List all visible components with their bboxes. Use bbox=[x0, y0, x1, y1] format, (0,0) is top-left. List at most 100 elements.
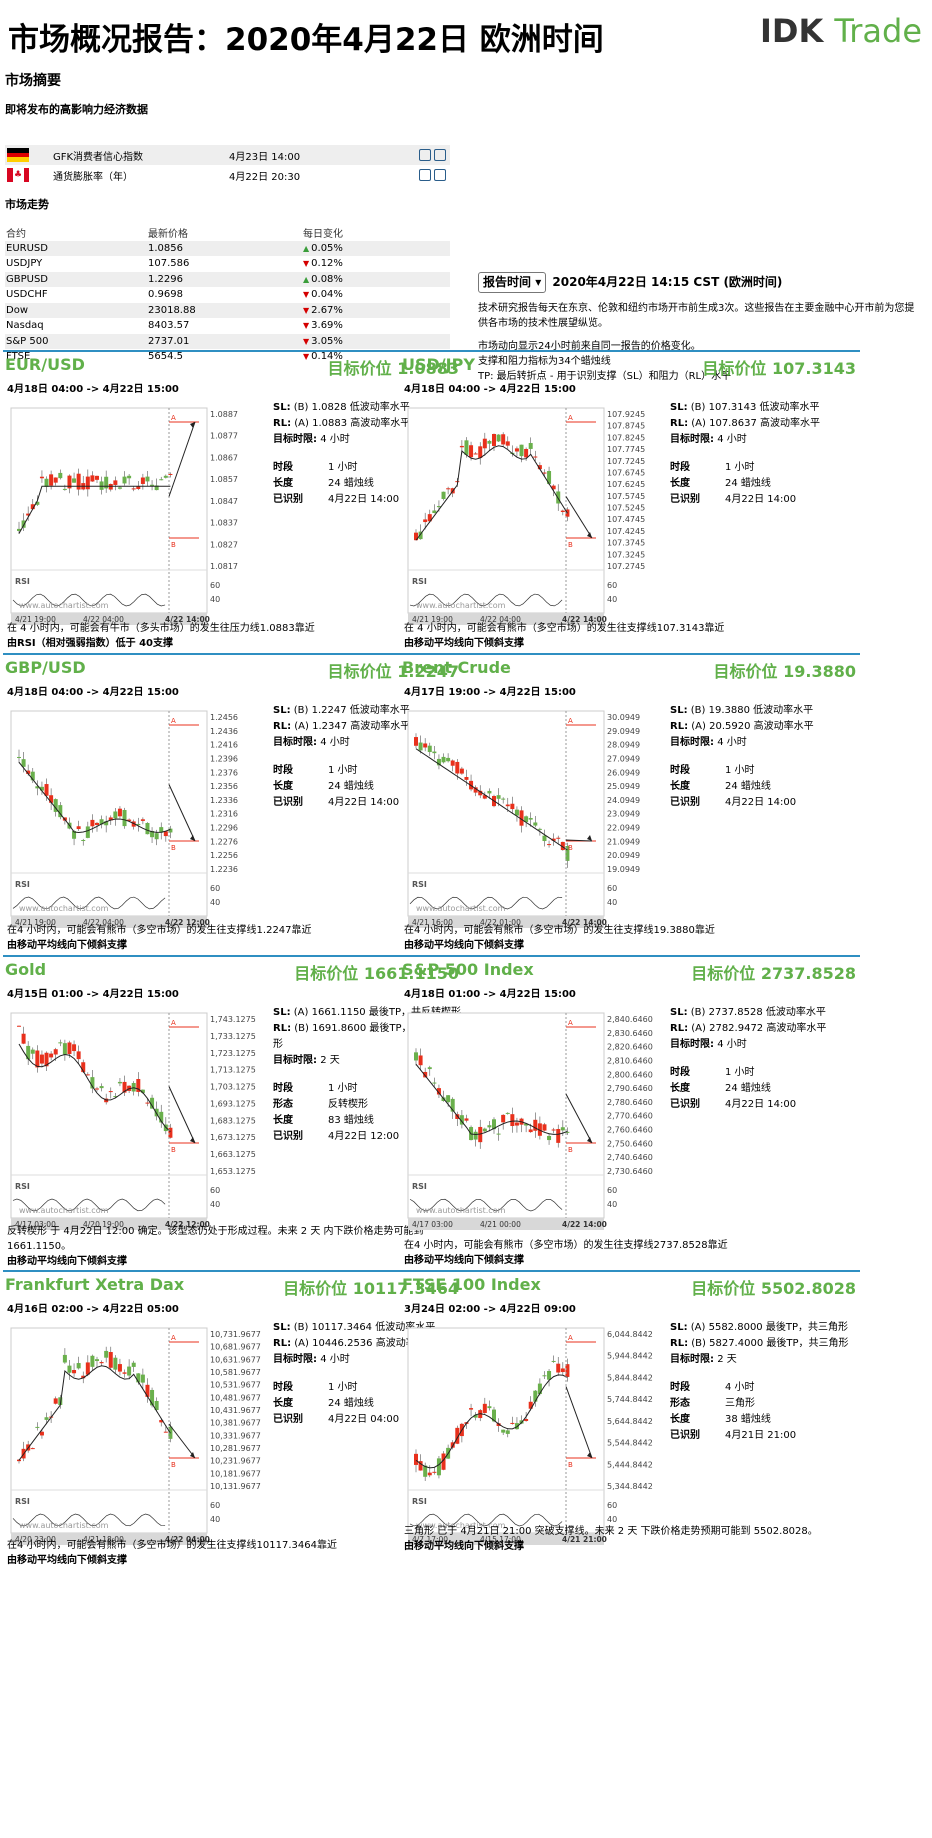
market-col-header: 合约 bbox=[6, 229, 26, 241]
x-tick-label: 4/22 04:00 bbox=[83, 615, 124, 624]
rsi-label: RSI bbox=[15, 577, 30, 586]
sl-label: SL: bbox=[670, 402, 688, 413]
candle-body bbox=[482, 438, 487, 449]
instrument-name[interactable]: Gold bbox=[5, 960, 47, 979]
instrument-name[interactable]: EUR/USD bbox=[5, 355, 85, 374]
rl-label: RL: bbox=[273, 418, 292, 429]
level-b-label: B bbox=[171, 844, 176, 852]
market-row[interactable]: USDCHF 0.9698 0.04% bbox=[5, 287, 450, 303]
y-tick-label: 24.0949 bbox=[607, 796, 640, 805]
y-tick-label: 5,344.8442 bbox=[607, 1482, 653, 1491]
calendar-add-icon[interactable] bbox=[434, 149, 446, 161]
rl-value: (A) 2782.9472 高波动率水平 bbox=[691, 1023, 827, 1034]
market-row[interactable]: S&P 500 2737.01 3.05% bbox=[5, 333, 450, 349]
x-axis-bar bbox=[408, 613, 604, 625]
candle-body bbox=[551, 485, 556, 490]
candle-body bbox=[414, 532, 418, 541]
candle-body bbox=[519, 444, 524, 457]
moving-average-line bbox=[415, 1374, 568, 1469]
y-tick-label: 2,770.6460 bbox=[607, 1112, 653, 1121]
market-row[interactable]: USDJPY 107.586 0.12% bbox=[5, 256, 450, 272]
candle-body bbox=[533, 456, 538, 458]
market-row[interactable]: Dow 23018.88 2.67% bbox=[5, 302, 450, 318]
price-chart[interactable]: 10,731.9677 10,681.9677 10,631.9677 10,581.… bbox=[7, 1320, 277, 1580]
moving-average-line bbox=[415, 445, 568, 541]
calendar-add-icon[interactable] bbox=[434, 169, 446, 181]
price-chart[interactable]: 1.0887 1.0877 1.0867 1.0857 1.0847 1.0837 1.08… bbox=[7, 400, 277, 660]
price-chart[interactable]: 6,044.8442 5,944.8442 5,844.8442 5,744.8442… bbox=[404, 1320, 674, 1580]
candle-body bbox=[122, 810, 127, 827]
chart-period: 4月18日 04:00 -> 4月22日 15:00 bbox=[7, 687, 179, 698]
y-tick-label: 107.8745 bbox=[607, 422, 645, 431]
price-chart[interactable]: 1,743.1275 1,733.1275 1,723.1275 1,713.1275… bbox=[7, 1005, 277, 1265]
market-price: 1.2296 bbox=[148, 273, 183, 285]
y-tick-label: 19.0949 bbox=[607, 865, 640, 874]
candle-body bbox=[487, 790, 492, 794]
instrument-name[interactable]: USD/JPY bbox=[402, 355, 475, 374]
candle-body bbox=[154, 1400, 159, 1411]
calendar-icon[interactable] bbox=[419, 149, 431, 161]
instrument-name[interactable]: FTSE 100 Index bbox=[402, 1275, 541, 1294]
info-value: 1 小时 bbox=[328, 1382, 358, 1393]
info-key: 长度 bbox=[273, 781, 293, 792]
report-time-dropdown[interactable]: 报告时间 ▾ bbox=[478, 272, 547, 293]
market-row[interactable]: EURUSD 1.0856 0.05% bbox=[5, 240, 450, 256]
summary-support: 由移动平均线向下倾斜支撑 bbox=[7, 1555, 127, 1566]
instrument-name[interactable]: S&P 500 Index bbox=[402, 960, 534, 979]
y-tick-label: 5,844.8442 bbox=[607, 1373, 653, 1382]
candle-body bbox=[510, 1114, 515, 1127]
sl-label: SL: bbox=[273, 705, 291, 716]
candle-body bbox=[551, 838, 556, 841]
info-value: 三角形 bbox=[725, 1398, 755, 1409]
candle-body bbox=[35, 1426, 40, 1428]
candle-body bbox=[168, 1127, 173, 1138]
info-key: 已识别 bbox=[670, 1430, 700, 1441]
market-row[interactable]: GBPUSD 1.2296 0.08% bbox=[5, 271, 450, 287]
info-key: 已识别 bbox=[273, 1131, 303, 1142]
market-row[interactable]: FTSE 5654.5 0.14% bbox=[5, 349, 450, 365]
watermark: www.autochartist.com bbox=[19, 601, 109, 610]
instrument-name[interactable]: GBP/USD bbox=[5, 658, 86, 677]
candle-body bbox=[95, 1359, 99, 1362]
price-chart[interactable]: 2,840.6460 2,830.6460 2,820.6460 2,810.6460… bbox=[404, 1005, 674, 1265]
y-tick-label: 2,840.6460 bbox=[607, 1015, 653, 1024]
candle-body bbox=[501, 798, 506, 800]
info-key: 时段 bbox=[670, 765, 690, 776]
candle-body bbox=[565, 1364, 570, 1377]
market-table: 合约 最新价格 每日变化 EURUSD 1.0856 0.05% USDJPY 10… bbox=[5, 225, 450, 365]
candle-body bbox=[53, 477, 58, 483]
brand-logo[interactable]: IDK Trade bbox=[760, 12, 922, 50]
y-tick-label: 1.0887 bbox=[210, 410, 238, 419]
instrument-panel: S&P 500 Index 目标价位 2737.8528 4月18日 01:00… bbox=[400, 955, 860, 1270]
price-chart[interactable]: 107.9245 107.8745 107.8245 107.7745 107.7245… bbox=[404, 400, 674, 660]
y-tick-label: 22.0949 bbox=[607, 824, 640, 833]
info-key: 时段 bbox=[273, 462, 293, 473]
candle-body bbox=[478, 446, 483, 459]
candle-body bbox=[565, 846, 570, 861]
info-value: 4月22日 14:00 bbox=[725, 494, 797, 505]
price-chart[interactable]: 1.2456 1.2436 1.2416 1.2396 1.2376 1.2356 1.23… bbox=[7, 703, 277, 963]
candle-body bbox=[30, 504, 35, 510]
candle-body bbox=[163, 831, 168, 837]
instrument-panel: Frankfurt Xetra Dax 目标价位 10117.3464 4月16… bbox=[3, 1270, 463, 1570]
info-value: 4月22日 14:00 bbox=[725, 797, 797, 808]
level-a-label: A bbox=[568, 1019, 573, 1027]
market-symbol: USDJPY bbox=[6, 258, 43, 270]
rl-value: (B) 5827.4000 最後TP，共三角形 bbox=[691, 1338, 849, 1349]
price-chart[interactable]: 30.0949 29.0949 28.0949 27.0949 26.0949 25.09… bbox=[404, 703, 674, 963]
candle-body bbox=[58, 1397, 63, 1405]
calendar-icon[interactable] bbox=[419, 169, 431, 181]
instrument-name[interactable]: Frankfurt Xetra Dax bbox=[5, 1275, 185, 1294]
horizon-label: 目标时限: bbox=[273, 1055, 317, 1066]
y-tick-label: 1,683.1275 bbox=[210, 1116, 256, 1125]
candle-body bbox=[556, 1363, 561, 1373]
y-tick-label: 1.2396 bbox=[210, 754, 238, 763]
info-value: 24 蜡烛线 bbox=[725, 478, 771, 489]
target-price: 目标价位 1661.1150 bbox=[294, 964, 459, 983]
info-key: 已识别 bbox=[670, 797, 700, 808]
market-row[interactable]: Nasdaq 8403.57 3.69% bbox=[5, 318, 450, 334]
info-block: SL: (A) 5582.8000 最後TP，共三角形 RL: (B) 5827… bbox=[670, 1320, 858, 1444]
rl-label: RL: bbox=[670, 721, 689, 732]
instrument-name[interactable]: Brent Crude bbox=[402, 658, 511, 677]
candle-body bbox=[90, 1355, 95, 1367]
